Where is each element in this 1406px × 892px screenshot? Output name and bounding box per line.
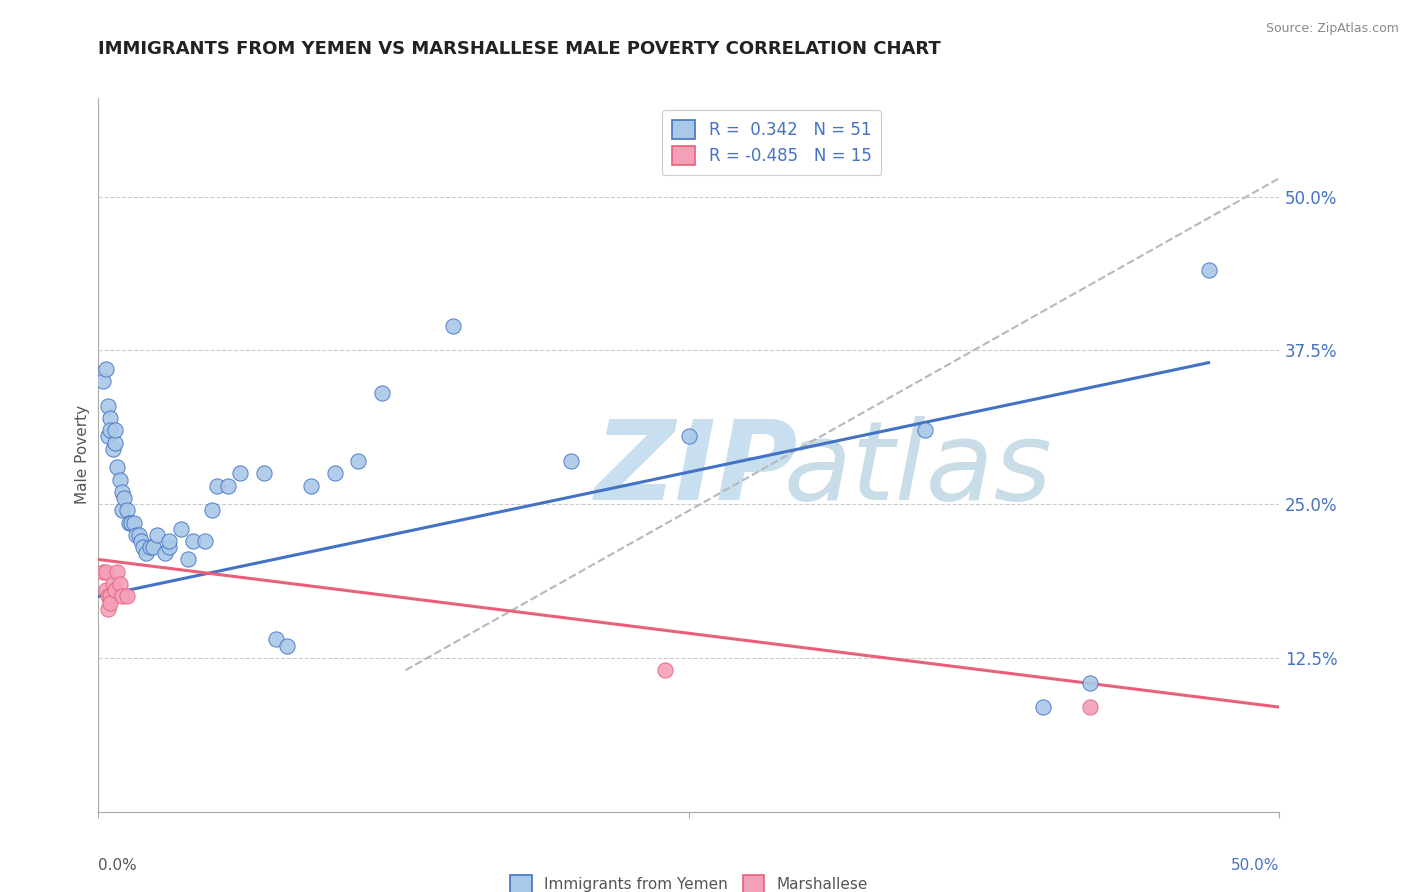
Text: 0.0%: 0.0% [98, 858, 138, 873]
Point [91, 565, 114, 579]
Point [1080, 675, 1102, 690]
Point [157, 540, 180, 554]
Point [132, 540, 155, 554]
Text: IMMIGRANTS FROM YEMEN VS MARSHALLESE MALE POVERTY CORRELATION CHART: IMMIGRANTS FROM YEMEN VS MARSHALLESE MAL… [98, 40, 941, 58]
Point [276, 639, 298, 653]
Text: atlas: atlas [783, 416, 1052, 523]
Point [94, 361, 117, 376]
Point [105, 565, 128, 579]
Point [229, 467, 252, 481]
Y-axis label: Male Poverty: Male Poverty [75, 405, 90, 505]
Point [97, 399, 120, 413]
Point [441, 318, 464, 333]
Point [118, 516, 141, 530]
Point [101, 577, 124, 591]
Point [104, 435, 127, 450]
Point [112, 491, 135, 505]
Point [264, 632, 287, 647]
Point [111, 503, 134, 517]
Point [108, 473, 131, 487]
Point [201, 503, 224, 517]
Point [91, 374, 114, 388]
Point [153, 546, 176, 560]
Point [1198, 263, 1220, 277]
Point [181, 534, 204, 549]
Point [94, 583, 117, 598]
Point [299, 478, 322, 492]
Point [560, 454, 582, 468]
Point [654, 663, 676, 677]
Point [914, 423, 936, 437]
Point [146, 528, 169, 542]
Point [217, 478, 239, 492]
Point [347, 454, 370, 468]
Point [98, 423, 121, 437]
Text: ZIP: ZIP [595, 416, 799, 523]
Point [177, 552, 200, 566]
Point [1080, 700, 1102, 714]
Point [115, 503, 138, 517]
Point [205, 478, 228, 492]
Point [129, 534, 152, 549]
Point [371, 386, 394, 401]
Point [253, 467, 276, 481]
Point [108, 577, 131, 591]
Point [157, 534, 180, 549]
Point [101, 442, 124, 456]
Point [104, 423, 127, 437]
Point [111, 484, 134, 499]
Legend: Immigrants from Yemen, Marshallese: Immigrants from Yemen, Marshallese [503, 870, 875, 892]
Point [135, 546, 157, 560]
Point [115, 590, 138, 604]
Point [97, 601, 120, 615]
Point [1032, 700, 1054, 714]
Point [139, 540, 162, 554]
Point [97, 429, 120, 443]
Point [94, 565, 117, 579]
Text: Source: ZipAtlas.com: Source: ZipAtlas.com [1265, 22, 1399, 36]
Point [128, 528, 150, 542]
Point [98, 596, 121, 610]
Point [98, 590, 121, 604]
Point [194, 534, 217, 549]
Point [323, 467, 346, 481]
Point [105, 460, 128, 475]
Point [142, 540, 165, 554]
Point [170, 522, 193, 536]
Text: 50.0%: 50.0% [1232, 858, 1279, 873]
Point [97, 590, 120, 604]
Point [104, 583, 127, 598]
Point [678, 429, 700, 443]
Point [125, 528, 148, 542]
Point [98, 411, 121, 425]
Point [111, 590, 134, 604]
Point [122, 516, 145, 530]
Point [121, 516, 143, 530]
